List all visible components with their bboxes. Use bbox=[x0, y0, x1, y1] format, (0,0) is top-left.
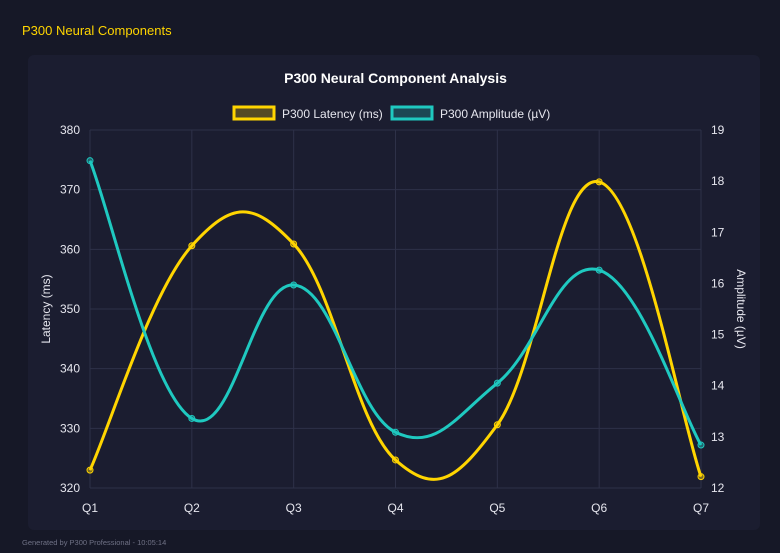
x-tick-label: Q2 bbox=[184, 501, 200, 515]
x-tick-label: Q4 bbox=[387, 501, 403, 515]
y-tick-label: 320 bbox=[60, 481, 80, 495]
series-line bbox=[88, 160, 703, 446]
y2-tick-label: 18 bbox=[711, 174, 725, 188]
data-point bbox=[392, 456, 399, 464]
data-point bbox=[86, 466, 94, 474]
data-point bbox=[86, 157, 94, 165]
y-axis-label: Latency (ms) bbox=[39, 274, 53, 343]
data-point bbox=[493, 379, 501, 387]
data-point bbox=[188, 414, 196, 422]
x-tick-label: Q1 bbox=[82, 501, 98, 515]
data-point bbox=[290, 240, 298, 248]
y-tick-label: 360 bbox=[60, 242, 80, 256]
legend-label: P300 Latency (ms) bbox=[282, 107, 383, 121]
x-tick-label: Q6 bbox=[591, 501, 607, 515]
y2-tick-label: 14 bbox=[711, 379, 725, 393]
y-tick-label: 370 bbox=[60, 183, 80, 197]
y2-tick-label: 15 bbox=[711, 328, 725, 342]
x-tick-label: Q7 bbox=[693, 501, 709, 515]
data-point bbox=[697, 473, 705, 481]
chart-card bbox=[28, 55, 760, 530]
legend-swatch bbox=[390, 105, 434, 121]
chart-title: P300 Neural Component Analysis bbox=[284, 70, 507, 86]
data-point bbox=[392, 428, 399, 436]
y2-tick-label: 19 bbox=[711, 123, 725, 137]
legend-swatch bbox=[232, 105, 276, 121]
series-line bbox=[88, 180, 703, 481]
data-point bbox=[290, 281, 298, 289]
y2-tick-label: 12 bbox=[711, 481, 725, 495]
y2-tick-label: 13 bbox=[711, 430, 725, 444]
y2-axis-label: Amplitude (µV) bbox=[734, 269, 748, 349]
data-point bbox=[493, 421, 501, 429]
x-tick-label: Q3 bbox=[286, 501, 302, 515]
footer-text: Generated by P300 Professional - 10:05:1… bbox=[22, 538, 167, 547]
x-tick-label: Q5 bbox=[489, 501, 505, 515]
y-tick-label: 350 bbox=[60, 302, 80, 316]
data-point bbox=[595, 178, 603, 186]
y-tick-label: 330 bbox=[60, 421, 80, 435]
legend-label: P300 Amplitude (µV) bbox=[440, 107, 550, 121]
data-point bbox=[188, 242, 196, 250]
y2-tick-label: 16 bbox=[711, 276, 725, 290]
page-title: P300 Neural Components bbox=[22, 23, 172, 38]
data-point bbox=[697, 441, 705, 449]
y-tick-label: 340 bbox=[60, 362, 80, 376]
y-tick-label: 380 bbox=[60, 123, 80, 137]
data-point bbox=[595, 266, 603, 274]
y2-tick-label: 17 bbox=[711, 225, 725, 239]
